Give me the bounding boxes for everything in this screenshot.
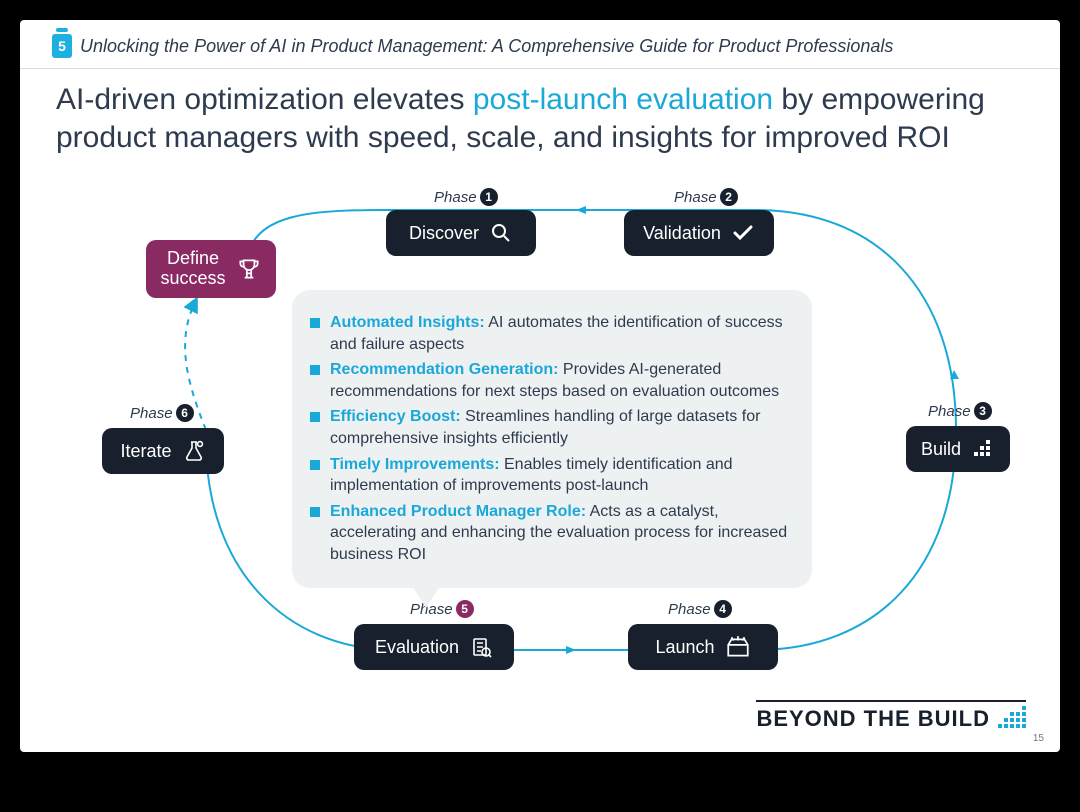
phase-label: Phase2: [674, 188, 738, 206]
flask-icon: [182, 439, 206, 463]
chapter-badge: 5: [52, 34, 72, 58]
bullet-icon: [310, 318, 320, 328]
callout-item: Enhanced Product Manager Role: Acts as a…: [310, 501, 788, 566]
node-label: Validation: [643, 223, 721, 244]
node-label: Evaluation: [375, 637, 459, 658]
topbar: 5 Unlocking the Power of AI in Product M…: [20, 20, 1060, 69]
bullet-icon: [310, 507, 320, 517]
node-validation: Validation: [624, 210, 774, 256]
page-number: 15: [1033, 733, 1044, 744]
callout-bubble: Automated Insights: AI automates the ide…: [292, 290, 812, 588]
phase-label: Phase1: [434, 188, 498, 206]
node-define-success: Define success: [146, 240, 276, 298]
headline-highlight: post-launch evaluation: [473, 83, 773, 116]
headline-pre: AI-driven optimization elevates: [56, 83, 473, 116]
phase-label: Phase6: [130, 404, 194, 422]
breadcrumb: Unlocking the Power of AI in Product Man…: [80, 36, 893, 57]
node-launch: Launch: [628, 624, 778, 670]
node-build: Build: [906, 426, 1010, 472]
callout-item: Timely Improvements: Enables timely iden…: [310, 454, 788, 497]
phase-label: Phase4: [668, 600, 732, 618]
arrowhead-icon: [576, 206, 586, 214]
node-label: Launch: [655, 637, 714, 658]
node-label: Build: [921, 439, 961, 460]
footer-brand: BEYOND THE BUILD: [756, 700, 1026, 732]
clipboard-icon: [469, 635, 493, 659]
node-label: Iterate: [120, 441, 171, 462]
trophy-icon: [236, 256, 262, 282]
bullet-icon: [310, 460, 320, 470]
slide: 5 Unlocking the Power of AI in Product M…: [20, 20, 1060, 752]
blocks-icon: [971, 437, 995, 461]
callout-item: Efficiency Boost: Streamlines handling o…: [310, 406, 788, 449]
node-label: Discover: [409, 223, 479, 244]
diagram-canvas: Define success Phase1 Discover Phase2 Valid…: [56, 170, 1024, 690]
callout-list: Automated Insights: AI automates the ide…: [310, 312, 788, 566]
callout-item: Automated Insights: AI automates the ide…: [310, 312, 788, 355]
node-iterate: Iterate: [102, 428, 224, 474]
box-icon: [725, 634, 751, 660]
node-discover: Discover: [386, 210, 536, 256]
callout-item: Recommendation Generation: Provides AI-g…: [310, 359, 788, 402]
check-icon: [731, 221, 755, 245]
phase-label: Phase3: [928, 402, 992, 420]
brand-dots-icon: [998, 708, 1026, 730]
arrowhead-icon: [566, 646, 576, 654]
bullet-icon: [310, 412, 320, 422]
node-label: Define success: [161, 249, 226, 289]
node-evaluation: Evaluation: [354, 624, 514, 670]
headline: AI-driven optimization elevates post-lau…: [20, 69, 1060, 160]
brand-text: BEYOND THE BUILD: [756, 706, 990, 732]
search-icon: [489, 221, 513, 245]
bullet-icon: [310, 365, 320, 375]
